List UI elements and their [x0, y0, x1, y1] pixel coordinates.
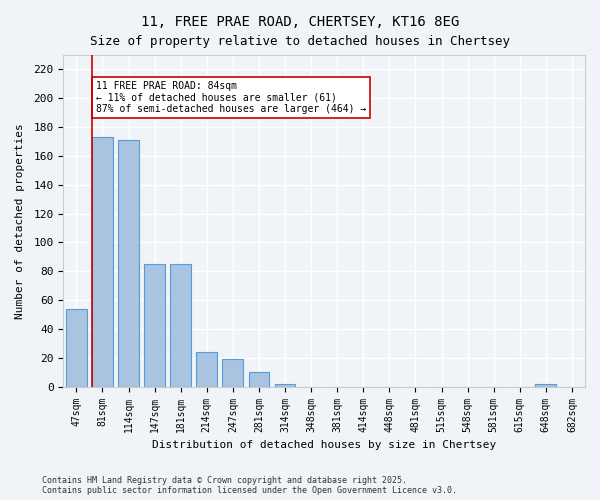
Bar: [118, 140, 139, 386]
Y-axis label: Number of detached properties: Number of detached properties: [15, 123, 25, 318]
Bar: [144, 264, 165, 386]
Bar: [66, 309, 87, 386]
Bar: [196, 352, 217, 386]
Bar: [170, 264, 191, 386]
Text: 11 FREE PRAE ROAD: 84sqm
← 11% of detached houses are smaller (61)
87% of semi-d: 11 FREE PRAE ROAD: 84sqm ← 11% of detach…: [96, 81, 366, 114]
Bar: [92, 137, 113, 386]
Text: Contains HM Land Registry data © Crown copyright and database right 2025.
Contai: Contains HM Land Registry data © Crown c…: [42, 476, 457, 495]
Bar: [535, 384, 556, 386]
X-axis label: Distribution of detached houses by size in Chertsey: Distribution of detached houses by size …: [152, 440, 496, 450]
Text: Size of property relative to detached houses in Chertsey: Size of property relative to detached ho…: [90, 35, 510, 48]
Bar: [223, 360, 243, 386]
Text: 11, FREE PRAE ROAD, CHERTSEY, KT16 8EG: 11, FREE PRAE ROAD, CHERTSEY, KT16 8EG: [141, 15, 459, 29]
Bar: [248, 372, 269, 386]
Bar: [275, 384, 295, 386]
